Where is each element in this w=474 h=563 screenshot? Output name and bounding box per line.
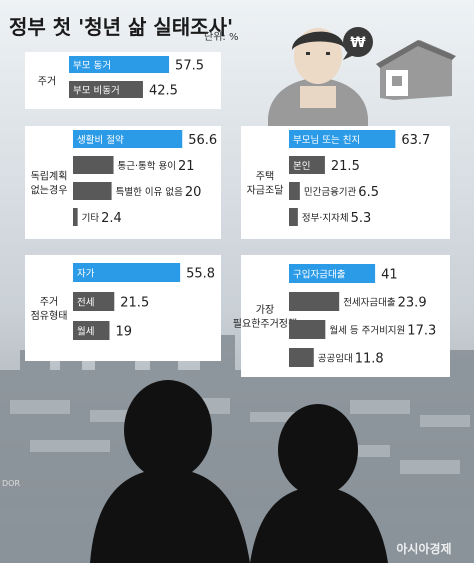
bar: [289, 320, 326, 339]
bar-value-label: 56.6: [188, 133, 217, 148]
won-speech-bubble-icon: ₩: [343, 27, 373, 60]
publisher-credit: 아시아경제: [396, 541, 451, 556]
bar: [289, 182, 300, 200]
bar: [289, 292, 340, 311]
panel-1: 주거 부모 동거 57.5 부모 비동거 42.5: [25, 52, 221, 109]
bar: [289, 264, 376, 283]
bar-category-label: 본인: [293, 161, 310, 172]
young-person-illustration: [268, 28, 368, 128]
bar-category-label: 기타: [82, 213, 100, 224]
bar: [73, 263, 181, 282]
bar-value-label: 55.8: [186, 267, 215, 282]
bar: [289, 130, 396, 148]
bar-value-label: 19: [115, 325, 132, 340]
photo-credit: DOR: [2, 479, 20, 488]
bar: [289, 208, 298, 226]
panel-title: 독립계획: [31, 170, 68, 183]
bar-value-label: 17.3: [407, 324, 436, 339]
bar-category-label: 정부·지자체: [302, 213, 349, 224]
bar-category-label: 부모 비동거: [73, 86, 120, 97]
bar-category-label: 특별한 이유 없음: [116, 186, 183, 198]
bar-category-label: 부모님 또는 친지: [293, 135, 360, 146]
bar: [289, 156, 325, 174]
bar-category-label: 생활비 절약: [77, 134, 124, 146]
bar-value-label: 11.8: [355, 352, 384, 367]
panel-title: 점유형태: [31, 310, 68, 322]
svg-text:₩: ₩: [350, 35, 366, 51]
bar-category-label: 전세자금대출: [343, 298, 396, 309]
bar: [73, 156, 114, 174]
bar-value-label: 21.5: [120, 296, 149, 311]
bar-category-label: 월세: [77, 326, 94, 338]
bar-value-label: 23.9: [398, 296, 427, 311]
silhouette-people: [90, 380, 388, 563]
bar-category-label: 민간금융기관: [304, 187, 357, 198]
house-icon: [376, 40, 456, 100]
page-title: 정부 첫 '청년 삶 실태조사': [9, 15, 233, 39]
bar: [73, 321, 110, 340]
bar: [69, 81, 143, 98]
bar: [289, 348, 314, 367]
panel-title: 주택: [256, 171, 274, 183]
bar: [73, 182, 112, 200]
bar-value-label: 63.7: [401, 133, 430, 148]
panel-title: 주거: [40, 296, 58, 308]
bar-value-label: 2.4: [101, 211, 122, 226]
bar-category-label: 부모 동거: [73, 61, 111, 72]
bar: [73, 130, 183, 148]
bar: [73, 208, 78, 226]
bar: [73, 292, 115, 311]
bar-value-label: 42.5: [149, 84, 178, 99]
bar-value-label: 20: [185, 185, 202, 200]
panel-title: 주거: [38, 76, 56, 88]
bar-category-label: 통근·통학 용이: [118, 161, 176, 172]
panel-title: 필요한주거정책: [233, 318, 297, 330]
bar-value-label: 57.5: [175, 59, 204, 74]
bar-category-label: 구입자금대출: [293, 269, 346, 281]
bar: [69, 56, 170, 73]
unit-label: 단위: %: [204, 30, 238, 43]
bar-category-label: 월세 등 주거비지원: [329, 325, 405, 337]
panel-title: 자금조달: [247, 185, 284, 197]
panel-title: 가장: [256, 304, 274, 316]
bar-category-label: 공공임대: [318, 353, 353, 365]
bar-category-label: 자가: [77, 269, 95, 280]
bar-value-label: 21.5: [331, 159, 360, 174]
bar-value-label: 21: [178, 159, 195, 174]
bar-value-label: 41: [381, 268, 398, 283]
bar-category-label: 전세: [77, 298, 94, 309]
bar-value-label: 5.3: [351, 211, 372, 226]
panel-title: 없는경우: [31, 184, 68, 197]
bar-value-label: 6.5: [358, 185, 379, 200]
